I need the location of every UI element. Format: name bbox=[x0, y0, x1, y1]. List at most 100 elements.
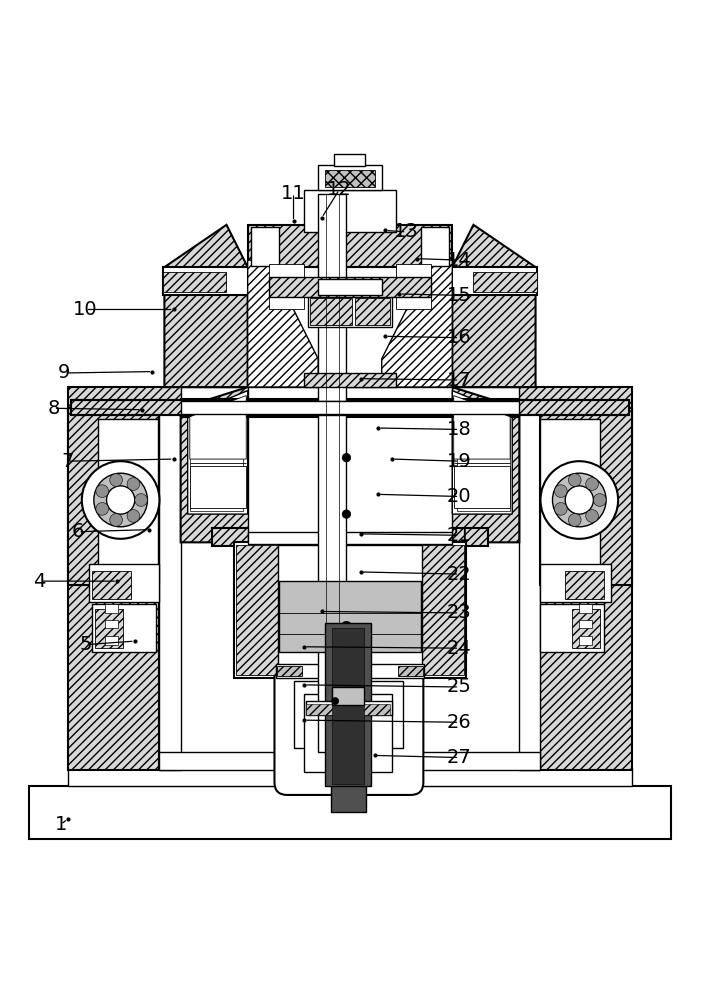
Circle shape bbox=[568, 474, 581, 486]
Polygon shape bbox=[189, 466, 246, 508]
Bar bbox=[68, 408, 160, 585]
Bar bbox=[540, 419, 600, 574]
Polygon shape bbox=[452, 391, 513, 514]
Bar bbox=[579, 620, 592, 628]
Text: 24: 24 bbox=[447, 639, 472, 658]
Text: 6: 6 bbox=[72, 522, 85, 541]
Bar bbox=[98, 419, 158, 574]
Bar bbox=[310, 298, 352, 325]
Bar bbox=[247, 387, 452, 542]
Text: 11: 11 bbox=[281, 184, 306, 203]
Text: 27: 27 bbox=[447, 748, 472, 767]
Bar bbox=[89, 564, 160, 602]
Bar bbox=[540, 604, 604, 652]
Polygon shape bbox=[454, 466, 510, 508]
Circle shape bbox=[552, 473, 606, 527]
Bar bbox=[105, 604, 118, 613]
Circle shape bbox=[585, 510, 598, 522]
Polygon shape bbox=[189, 396, 246, 459]
Circle shape bbox=[540, 461, 618, 539]
Text: 9: 9 bbox=[58, 363, 71, 382]
Bar bbox=[308, 295, 392, 327]
Text: 18: 18 bbox=[447, 420, 472, 439]
Text: 14: 14 bbox=[447, 251, 472, 270]
Polygon shape bbox=[396, 264, 431, 309]
Text: 17: 17 bbox=[447, 371, 472, 390]
Circle shape bbox=[96, 485, 109, 497]
Text: 20: 20 bbox=[447, 487, 472, 506]
Polygon shape bbox=[382, 260, 452, 387]
Circle shape bbox=[82, 461, 160, 539]
Bar bbox=[422, 545, 464, 675]
Text: 10: 10 bbox=[73, 300, 98, 319]
Bar bbox=[68, 387, 632, 410]
Circle shape bbox=[342, 510, 351, 518]
Bar bbox=[105, 620, 118, 628]
Bar bbox=[247, 225, 452, 267]
Text: 4: 4 bbox=[33, 572, 46, 591]
Circle shape bbox=[127, 478, 140, 490]
Polygon shape bbox=[269, 264, 304, 309]
Bar bbox=[572, 609, 600, 648]
Bar bbox=[212, 528, 488, 546]
Text: 26: 26 bbox=[447, 713, 472, 732]
Circle shape bbox=[554, 503, 567, 515]
Bar bbox=[305, 701, 392, 715]
Bar bbox=[305, 704, 337, 715]
Polygon shape bbox=[180, 387, 318, 542]
Bar bbox=[293, 681, 403, 748]
Bar bbox=[163, 272, 226, 292]
Bar bbox=[474, 272, 537, 292]
Text: 23: 23 bbox=[447, 603, 472, 622]
Text: 1: 1 bbox=[54, 815, 67, 834]
Text: 22: 22 bbox=[447, 565, 472, 584]
Bar bbox=[276, 664, 424, 678]
Bar bbox=[283, 674, 414, 752]
Bar bbox=[95, 609, 123, 648]
Bar bbox=[180, 387, 520, 410]
Circle shape bbox=[565, 486, 593, 514]
Bar bbox=[579, 604, 592, 613]
Bar bbox=[180, 401, 520, 414]
Bar bbox=[304, 694, 392, 772]
Bar bbox=[331, 782, 366, 812]
Text: 19: 19 bbox=[447, 452, 472, 471]
Bar bbox=[520, 410, 540, 770]
Circle shape bbox=[342, 453, 351, 462]
Polygon shape bbox=[187, 391, 247, 514]
Circle shape bbox=[96, 503, 109, 515]
Bar bbox=[247, 532, 452, 544]
Bar bbox=[334, 154, 366, 166]
Bar bbox=[160, 752, 540, 770]
Circle shape bbox=[341, 621, 352, 633]
Bar bbox=[398, 666, 423, 676]
Circle shape bbox=[135, 494, 148, 506]
Circle shape bbox=[568, 514, 581, 526]
Bar bbox=[68, 410, 160, 770]
Bar bbox=[269, 277, 431, 297]
Bar bbox=[540, 410, 632, 770]
Bar bbox=[304, 373, 396, 387]
Bar bbox=[457, 419, 510, 511]
Bar bbox=[540, 564, 611, 602]
Bar bbox=[29, 786, 671, 839]
Bar bbox=[421, 227, 449, 266]
Bar bbox=[93, 571, 132, 599]
Bar bbox=[277, 666, 302, 676]
Bar bbox=[68, 768, 632, 786]
Text: 16: 16 bbox=[447, 328, 472, 347]
Bar bbox=[71, 400, 629, 415]
Circle shape bbox=[110, 514, 122, 526]
Text: 25: 25 bbox=[447, 677, 472, 696]
Text: 7: 7 bbox=[62, 452, 74, 471]
Bar bbox=[233, 542, 467, 678]
Circle shape bbox=[593, 494, 606, 506]
Bar bbox=[318, 194, 346, 752]
Bar bbox=[163, 267, 537, 295]
Circle shape bbox=[94, 473, 148, 527]
Bar bbox=[180, 399, 520, 417]
Text: 15: 15 bbox=[447, 286, 472, 305]
Bar bbox=[332, 628, 364, 784]
Polygon shape bbox=[382, 387, 520, 542]
Circle shape bbox=[107, 486, 135, 514]
